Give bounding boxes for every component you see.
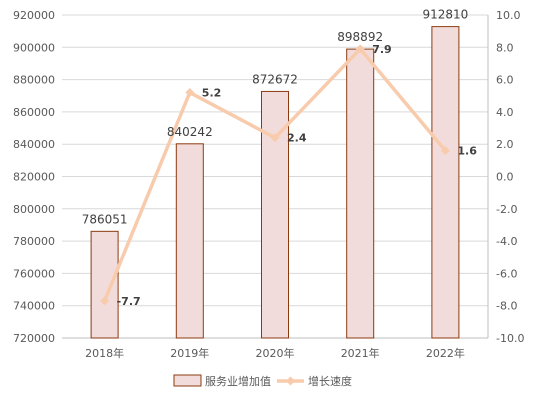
bar-value-label: 898892	[337, 30, 383, 44]
x-tick-label: 2019年	[170, 346, 209, 360]
x-tick-label: 2021年	[341, 346, 380, 360]
y-left-tick-label: 720000	[13, 332, 55, 345]
line-value-label: 2.4	[287, 132, 307, 145]
y-left-tick-label: 860000	[13, 106, 55, 119]
bar-value-label: 786051	[82, 212, 128, 226]
y-left-tick-label: 760000	[13, 267, 55, 280]
line-point	[355, 44, 365, 54]
data-labels: 786051 840242 872672 898892 912810 -7.7 5.2 2.4…	[82, 8, 478, 308]
bar-value-label: 912810	[422, 8, 468, 22]
y-left-tick-label: 880000	[13, 74, 55, 87]
y-right-tick-label: 4.0	[496, 106, 514, 119]
bar	[175, 143, 204, 339]
y-right-tick-label: -10.0	[496, 332, 524, 345]
line-value-label: -7.7	[117, 295, 141, 308]
line-value-label: 5.2	[202, 87, 222, 100]
legend-swatch-marker	[286, 376, 295, 386]
y-left-tick-label: 920000	[13, 9, 55, 22]
bar	[346, 48, 375, 339]
y-left-tick-label: 820000	[13, 171, 55, 184]
y-right-tick-label: 8.0	[496, 41, 514, 54]
line-point	[185, 88, 195, 98]
y-left-tick-label: 740000	[13, 300, 55, 313]
y-right-tick-label: -8.0	[496, 300, 517, 313]
y-right-tick-label: 0.0	[496, 171, 514, 184]
bar-series	[90, 26, 460, 339]
line-point	[270, 133, 280, 143]
bar	[431, 26, 460, 339]
line-series	[100, 44, 450, 306]
y-right-tick-label: -6.0	[496, 267, 517, 280]
y-right-tick-label: 6.0	[496, 74, 514, 87]
y-left-tick-label: 840000	[13, 138, 55, 151]
y-right-tick-label: 2.0	[496, 138, 514, 151]
y-left-tick-label: 900000	[13, 41, 55, 54]
y-right-tick-label: 10.0	[496, 9, 521, 22]
bar-value-label: 840242	[167, 125, 213, 139]
y-left-tick-label: 780000	[13, 235, 55, 248]
legend-label-bar: 服务业增加值	[205, 374, 271, 388]
x-tick-label: 2022年	[426, 346, 465, 360]
x-tick-label: 2018年	[85, 346, 124, 360]
bar	[90, 230, 119, 339]
x-tick-label: 2020年	[256, 346, 295, 360]
legend-label-line: 增长速度	[308, 374, 352, 388]
legend-swatch-bar	[173, 374, 202, 387]
line-point	[100, 296, 110, 306]
y-right-tick-label: -2.0	[496, 203, 517, 216]
line-point	[440, 146, 450, 156]
axes: 720000 740000 760000 780000 800000 820000 8400…	[13, 9, 524, 360]
line-value-label: 1.6	[457, 145, 477, 158]
legend: 服务业增加值 增长速度	[173, 374, 352, 388]
line-value-label: 7.9	[372, 43, 392, 56]
y-right-tick-label: -4.0	[496, 235, 517, 248]
y-left-tick-label: 800000	[13, 203, 55, 216]
bar-value-label: 872672	[252, 72, 298, 86]
